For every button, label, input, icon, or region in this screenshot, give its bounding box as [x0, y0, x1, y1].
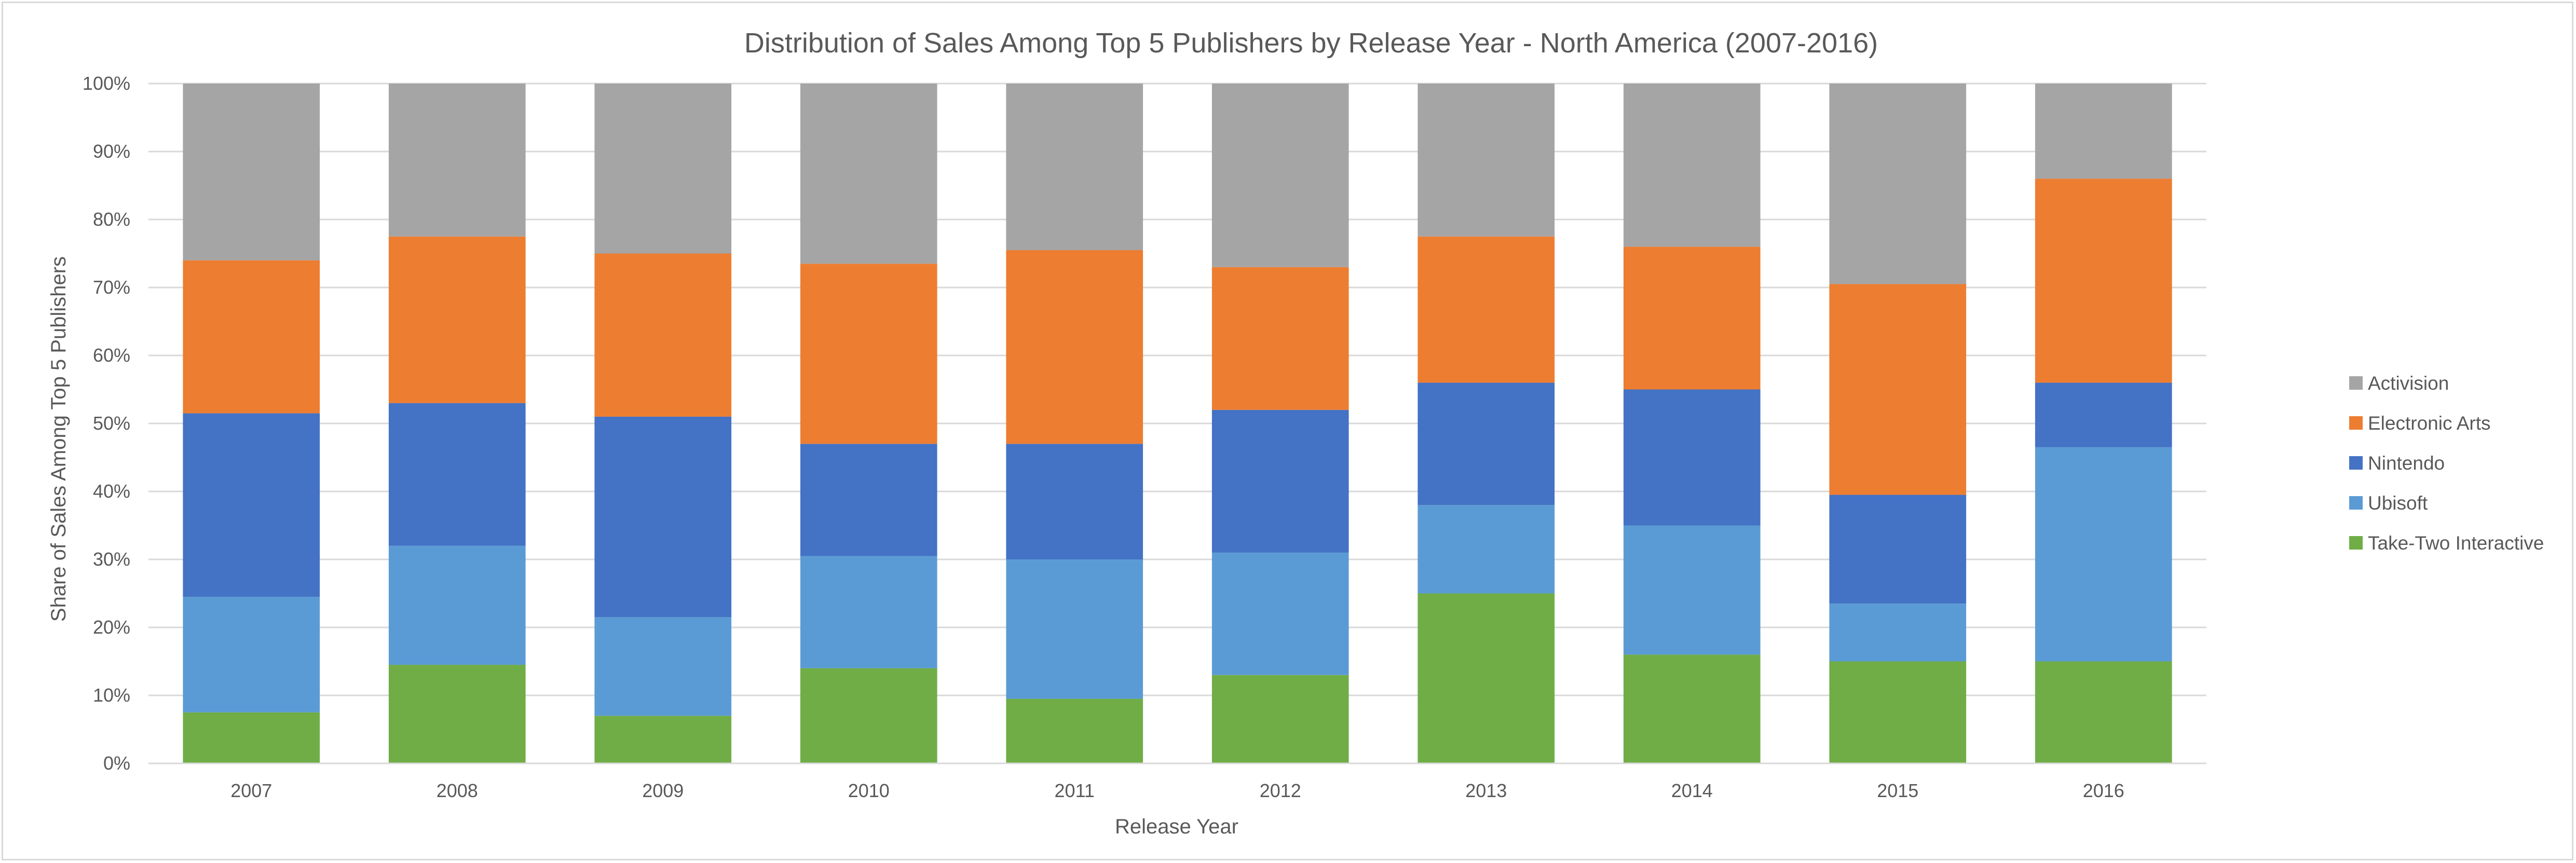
x-tick-label: 2009: [642, 780, 684, 801]
bar-segment-nintendo-2007: [183, 413, 320, 597]
x-tick-label: 2007: [230, 780, 272, 801]
bar-segment-nintendo-2015: [1829, 495, 1967, 604]
y-axis-title: Share of Sales Among Top 5 Publishers: [47, 256, 70, 622]
legend-swatch: [2349, 416, 2363, 430]
bar-segment-activision-2012: [1211, 84, 1349, 267]
x-tick-label: 2012: [1260, 780, 1301, 801]
y-tick-label: 100%: [83, 73, 130, 94]
legend-label: Ubisoft: [2368, 492, 2428, 514]
bar-segment-ubisoft-2010: [800, 556, 937, 668]
bar-segment-nintendo-2014: [1623, 389, 1761, 526]
bar-segment-ubisoft-2013: [1418, 505, 1555, 594]
x-axis-tick-labels: 2007 2008 2009 2010 2011 2012 2013 2014 2015 2016: [230, 780, 2124, 801]
legend-label: Take-Two Interactive: [2368, 532, 2544, 554]
legend-label: Nintendo: [2368, 453, 2445, 474]
x-tick-label: 2014: [1671, 780, 1713, 801]
y-axis-tick-labels: 0% 10% 20% 30% 40% 50% 60% 70% 80% 90% 100%: [83, 73, 130, 774]
stacked-bar-chart: Distribution of Sales Among Top 5 Publis…: [47, 28, 2544, 838]
bar-segment-activision-2010: [800, 84, 937, 264]
bar-segment-activision-2009: [594, 84, 732, 254]
x-tick-label: 2015: [1877, 780, 1918, 801]
bar-segment-electronic-arts-2009: [594, 253, 732, 417]
bar-segment-nintendo-2009: [594, 416, 732, 618]
bar-segment-take-two-interactive-2015: [1829, 661, 1967, 763]
bar-segment-electronic-arts-2011: [1006, 250, 1143, 444]
x-tick-label: 2011: [1055, 780, 1095, 801]
bar-segment-take-two-interactive-2016: [2035, 661, 2172, 763]
bar-segment-nintendo-2012: [1211, 409, 1349, 553]
bar-segment-nintendo-2008: [388, 403, 526, 546]
bar-segment-activision-2016: [2035, 84, 2172, 179]
bar-segment-activision-2007: [183, 84, 320, 261]
bar-segment-activision-2015: [1829, 84, 1967, 284]
legend-label: Activision: [2368, 373, 2449, 394]
bar-segment-activision-2013: [1418, 84, 1555, 237]
legend: Activision Electronic Arts Nintendo Ubisoft…: [2349, 373, 2544, 554]
bar-segment-electronic-arts-2013: [1418, 236, 1555, 383]
legend-swatch: [2349, 496, 2363, 510]
bar-segment-electronic-arts-2008: [388, 236, 526, 403]
bar-segment-take-two-interactive-2007: [183, 712, 320, 763]
bar-segment-electronic-arts-2010: [800, 264, 937, 444]
bar-segment-ubisoft-2009: [594, 617, 732, 716]
bar-segment-nintendo-2010: [800, 444, 937, 556]
legend-swatch: [2349, 456, 2363, 470]
bar-segment-take-two-interactive-2008: [388, 665, 526, 763]
bar-segment-take-two-interactive-2013: [1418, 593, 1555, 763]
y-tick-label: 20%: [93, 617, 130, 638]
bar-segment-electronic-arts-2014: [1623, 246, 1761, 390]
x-tick-label: 2008: [437, 780, 478, 801]
bar-segment-activision-2008: [388, 84, 526, 237]
y-tick-label: 80%: [93, 209, 130, 230]
bar-segment-ubisoft-2012: [1211, 552, 1349, 675]
bar-segment-take-two-interactive-2012: [1211, 675, 1349, 763]
bar-segment-activision-2011: [1006, 84, 1143, 250]
bar-segment-activision-2014: [1623, 84, 1761, 247]
y-tick-label: 0%: [103, 752, 130, 774]
bar-segment-electronic-arts-2015: [1829, 284, 1967, 495]
bar-segment-ubisoft-2015: [1829, 604, 1967, 662]
bar-segment-nintendo-2013: [1418, 382, 1555, 505]
bar-segment-nintendo-2016: [2035, 382, 2172, 447]
bar-segment-take-two-interactive-2009: [594, 716, 732, 763]
bar-segment-ubisoft-2007: [183, 597, 320, 713]
legend-label: Electronic Arts: [2368, 413, 2490, 434]
y-tick-label: 50%: [93, 413, 130, 434]
bar-segment-nintendo-2011: [1006, 444, 1143, 559]
y-tick-label: 60%: [93, 345, 130, 366]
bar-segment-ubisoft-2008: [388, 545, 526, 665]
bar-segment-electronic-arts-2016: [2035, 179, 2172, 383]
y-tick-label: 10%: [93, 684, 130, 706]
chart-title: Distribution of Sales Among Top 5 Publis…: [744, 28, 1878, 59]
legend-swatch: [2349, 376, 2363, 390]
bar-segment-take-two-interactive-2011: [1006, 698, 1143, 763]
y-tick-label: 30%: [93, 549, 130, 570]
x-tick-label: 2016: [2083, 780, 2124, 801]
bar-segment-ubisoft-2014: [1623, 525, 1761, 655]
bars: [183, 84, 2172, 763]
bar-segment-ubisoft-2011: [1006, 559, 1143, 699]
y-tick-label: 40%: [93, 481, 130, 502]
y-tick-label: 70%: [93, 277, 130, 298]
bar-segment-take-two-interactive-2014: [1623, 654, 1761, 763]
bar-segment-ubisoft-2016: [2035, 447, 2172, 662]
bar-segment-electronic-arts-2007: [183, 260, 320, 414]
x-tick-label: 2013: [1465, 780, 1507, 801]
x-axis-title: Release Year: [1115, 815, 1238, 838]
x-tick-label: 2010: [848, 780, 890, 801]
bar-segment-electronic-arts-2012: [1211, 267, 1349, 410]
bar-segment-take-two-interactive-2010: [800, 668, 937, 763]
y-tick-label: 90%: [93, 141, 130, 162]
legend-swatch: [2349, 536, 2363, 550]
